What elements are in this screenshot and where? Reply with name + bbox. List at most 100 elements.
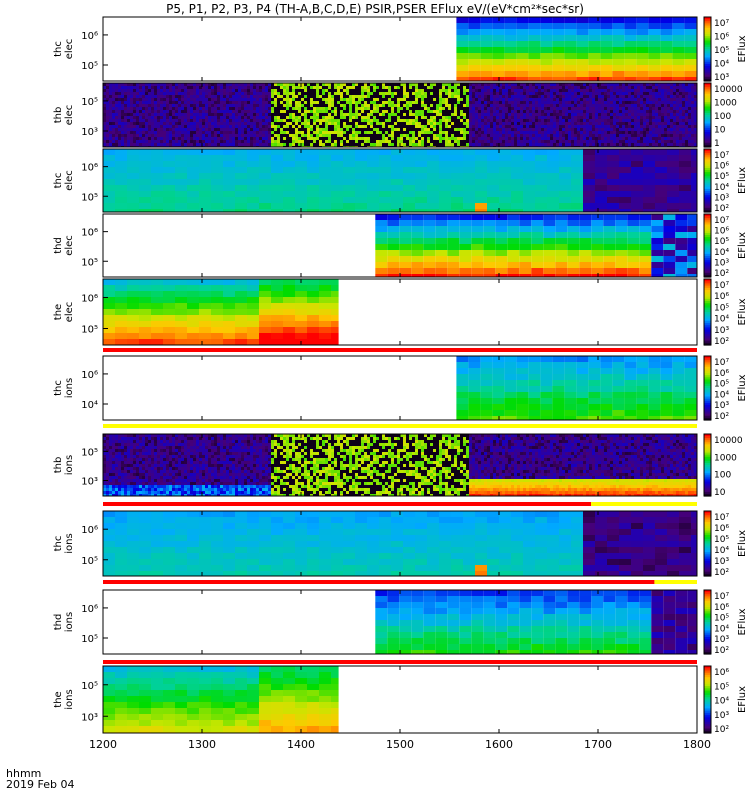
colorbar-4-tick-label: 10⁵ <box>714 237 729 247</box>
colorbar-3-gradient <box>704 149 711 213</box>
panel-7-ytick-label: 10³ <box>81 477 98 488</box>
colorbar-4-frame <box>703 213 712 278</box>
date-label: 2019 Feb 04 <box>6 778 75 791</box>
panel-7-ylabel-1: thb <box>53 457 64 474</box>
colorbar-9-gradient <box>704 590 711 655</box>
panel-10-cells <box>103 666 339 733</box>
colorbar-4-unit: EFlux <box>737 232 748 259</box>
panel-5-ytick-label: 10⁵ <box>81 325 98 336</box>
colorbar-2-tick-label: 1 <box>714 139 720 149</box>
colorbar-8-tick-label: 10⁵ <box>714 535 729 545</box>
panel-6-ylabel-1: thc <box>53 380 64 396</box>
panel-4-ylabel-1: thd <box>53 237 64 254</box>
time-unit-label: hhmm <box>6 767 42 780</box>
colorbar-3-tick-label: 10⁴ <box>714 183 729 193</box>
x-tick-label: 1700 <box>584 738 612 751</box>
panel-2-ylabel-2: elec <box>64 105 75 126</box>
colorbar-1-unit: EFlux <box>737 35 748 62</box>
colorbar-7-tick-label: 10000 <box>714 436 743 446</box>
colorbar-10-gradient <box>704 666 711 734</box>
colorbar-6-gradient <box>704 356 711 421</box>
panel-8-cells <box>103 511 697 576</box>
colorbar-2-tick-label: 100 <box>714 112 731 122</box>
panel-4-ylabel-2: elec <box>64 235 75 256</box>
panel-3-ylabel-1: thc <box>53 173 64 189</box>
colorbar-8-tick-label: 10⁶ <box>714 524 729 534</box>
x-tick-label: 1800 <box>683 738 711 751</box>
colorbar-9-tick-label: 10⁷ <box>714 592 729 602</box>
panel-9-ylabel-2: ions <box>64 612 75 632</box>
panel-9-cells <box>375 590 698 654</box>
colorbar-9-frame <box>703 589 712 655</box>
colorbar-5-tick-label: 10⁵ <box>714 303 729 313</box>
colorbar-7-frame <box>703 433 712 497</box>
panel-1-ylabel-2: elec <box>64 39 75 60</box>
colorbar-9-tick-label: 10⁵ <box>714 614 729 624</box>
colorbar-8-tick-label: 10⁴ <box>714 546 729 556</box>
panel-6-ytick-label: 10⁴ <box>81 400 98 411</box>
panel-5-ylabel-1: the <box>53 304 64 320</box>
colorbar-9-tick-label: 10⁴ <box>714 624 729 634</box>
colorbar-5-frame <box>703 278 712 346</box>
panel-4-ytick-label: 10⁵ <box>81 257 98 268</box>
colorbar-3-frame <box>703 148 712 213</box>
colorbar-6-tick-label: 10⁴ <box>714 390 729 400</box>
panel-3-cells <box>103 149 697 212</box>
panel-5-ytick-label: 10⁶ <box>81 293 98 304</box>
pa-bar-7 <box>103 580 655 584</box>
panel-1-ytick-label: 10⁵ <box>81 61 98 72</box>
colorbar-1-tick-label: 10⁴ <box>714 60 729 70</box>
panel-1-cells <box>456 17 697 81</box>
panel-8-ytick-label: 10⁶ <box>81 525 98 536</box>
panel-9-ytick-label: 10⁶ <box>81 604 98 615</box>
colorbar-5-tick-label: 10⁷ <box>714 281 729 291</box>
panel-1-ylabel-1: thc <box>53 41 64 57</box>
panel-6-ylabel-2: ions <box>64 378 75 398</box>
colorbar-7-tick-label: 10 <box>714 488 726 498</box>
panel-3-ytick-label: 10⁶ <box>81 163 98 174</box>
colorbar-9-tick-label: 10⁶ <box>714 603 729 613</box>
colorbar-3-tick-label: 10⁵ <box>714 172 729 182</box>
panel-8-ytick-label: 10⁵ <box>81 556 98 567</box>
colorbar-6-tick-label: 10³ <box>714 401 729 411</box>
colorbar-3-tick-label: 10² <box>714 204 729 214</box>
colorbar-4-tick-label: 10⁴ <box>714 248 729 258</box>
panel-2-cells <box>103 83 697 147</box>
colorbar-2-frame <box>703 82 712 148</box>
colorbar-9-tick-label: 10³ <box>714 635 729 645</box>
colorbar-5-tick-label: 10³ <box>714 326 729 336</box>
colorbar-4-tick-label: 10⁶ <box>714 227 729 237</box>
panel-4-cells <box>375 214 698 277</box>
colorbar-2-gradient <box>704 83 711 148</box>
panel-3-ylabel-2: elec <box>64 170 75 191</box>
panel-4-ytick-label: 10⁶ <box>81 228 98 239</box>
colorbar-8-frame <box>703 510 712 577</box>
colorbar-1-tick-label: 10⁵ <box>714 46 729 56</box>
colorbar-7-tick-label: 100 <box>714 471 731 481</box>
chart-title: P5, P1, P2, P3, P4 (TH-A,B,C,D,E) PSIR,P… <box>166 2 584 16</box>
pa-bar-4 <box>103 348 697 352</box>
colorbar-8-unit: EFlux <box>737 530 748 557</box>
panel-10-ytick-label: 10⁵ <box>81 681 98 692</box>
panel-8-ylabel-1: thc <box>53 536 64 552</box>
colorbar-1-gradient <box>704 17 711 82</box>
x-tick-label: 1600 <box>485 738 513 751</box>
panel-2-ytick-label: 10³ <box>81 127 98 138</box>
colorbar-3-tick-label: 10⁶ <box>714 162 729 172</box>
colorbar-8-gradient <box>704 511 711 577</box>
panel-5-cells <box>103 279 339 345</box>
colorbar-6-unit: EFlux <box>737 374 748 401</box>
colorbar-8-tick-label: 10² <box>714 568 729 578</box>
colorbar-2-tick-label: 10000 <box>714 85 743 95</box>
colorbar-7-gradient <box>704 434 711 497</box>
colorbar-8-tick-label: 10³ <box>714 557 729 567</box>
x-tick-label: 1200 <box>89 738 117 751</box>
colorbar-10-tick-label: 10⁴ <box>714 697 729 707</box>
panel-7-ylabel-2: ions <box>64 455 75 475</box>
panel-7-cells <box>103 434 697 496</box>
colorbar-10-frame <box>703 665 712 734</box>
panel-8-ylabel-2: ions <box>64 533 75 553</box>
panel-6-cells <box>456 356 697 420</box>
panel-10-ylabel-1: the <box>53 691 64 707</box>
